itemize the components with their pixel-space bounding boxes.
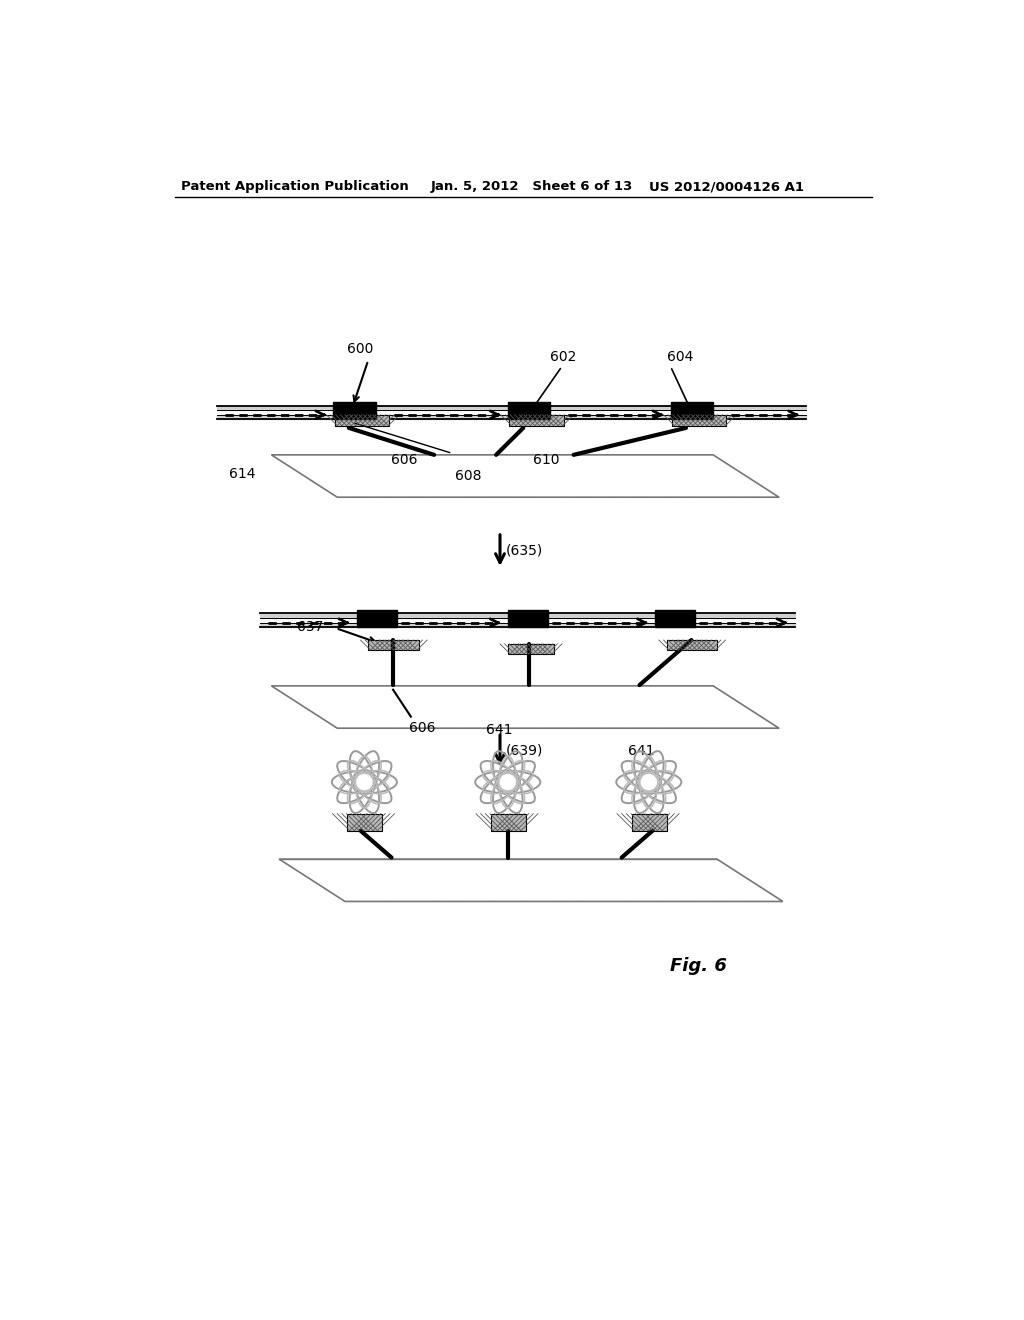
Text: 606: 606 [391, 453, 418, 466]
Text: 600: 600 [346, 342, 373, 356]
Bar [356, 610, 397, 627]
Text: 610: 610 [532, 453, 559, 466]
Polygon shape [271, 686, 779, 729]
Text: Jan. 5, 2012   Sheet 6 of 13: Jan. 5, 2012 Sheet 6 of 13 [430, 181, 633, 194]
Text: 637: 637 [297, 619, 324, 634]
Bar [508, 401, 550, 418]
Bar [347, 813, 382, 830]
Text: 614: 614 [228, 467, 255, 480]
Polygon shape [271, 455, 779, 498]
Text: Patent Application Publication: Patent Application Publication [180, 181, 409, 194]
Text: US 2012/0004126 A1: US 2012/0004126 A1 [649, 181, 804, 194]
Bar [671, 401, 713, 418]
Text: (639): (639) [506, 743, 544, 758]
Bar [632, 813, 667, 830]
Polygon shape [280, 859, 783, 902]
Bar [369, 640, 419, 649]
Bar [508, 644, 554, 653]
Bar [672, 414, 726, 425]
Text: 604: 604 [667, 350, 693, 364]
Bar [490, 813, 525, 830]
Text: 641: 641 [628, 743, 654, 758]
Text: 606: 606 [409, 721, 435, 734]
Text: (635): (635) [506, 544, 544, 557]
Bar [508, 610, 548, 627]
Text: 641: 641 [486, 723, 513, 737]
Bar [655, 610, 695, 627]
Bar [334, 401, 376, 418]
Bar [667, 640, 717, 649]
Text: 602: 602 [550, 350, 577, 364]
Text: 608: 608 [455, 469, 481, 483]
Bar [335, 414, 389, 425]
Bar [509, 414, 563, 425]
Text: Fig. 6: Fig. 6 [671, 957, 727, 974]
